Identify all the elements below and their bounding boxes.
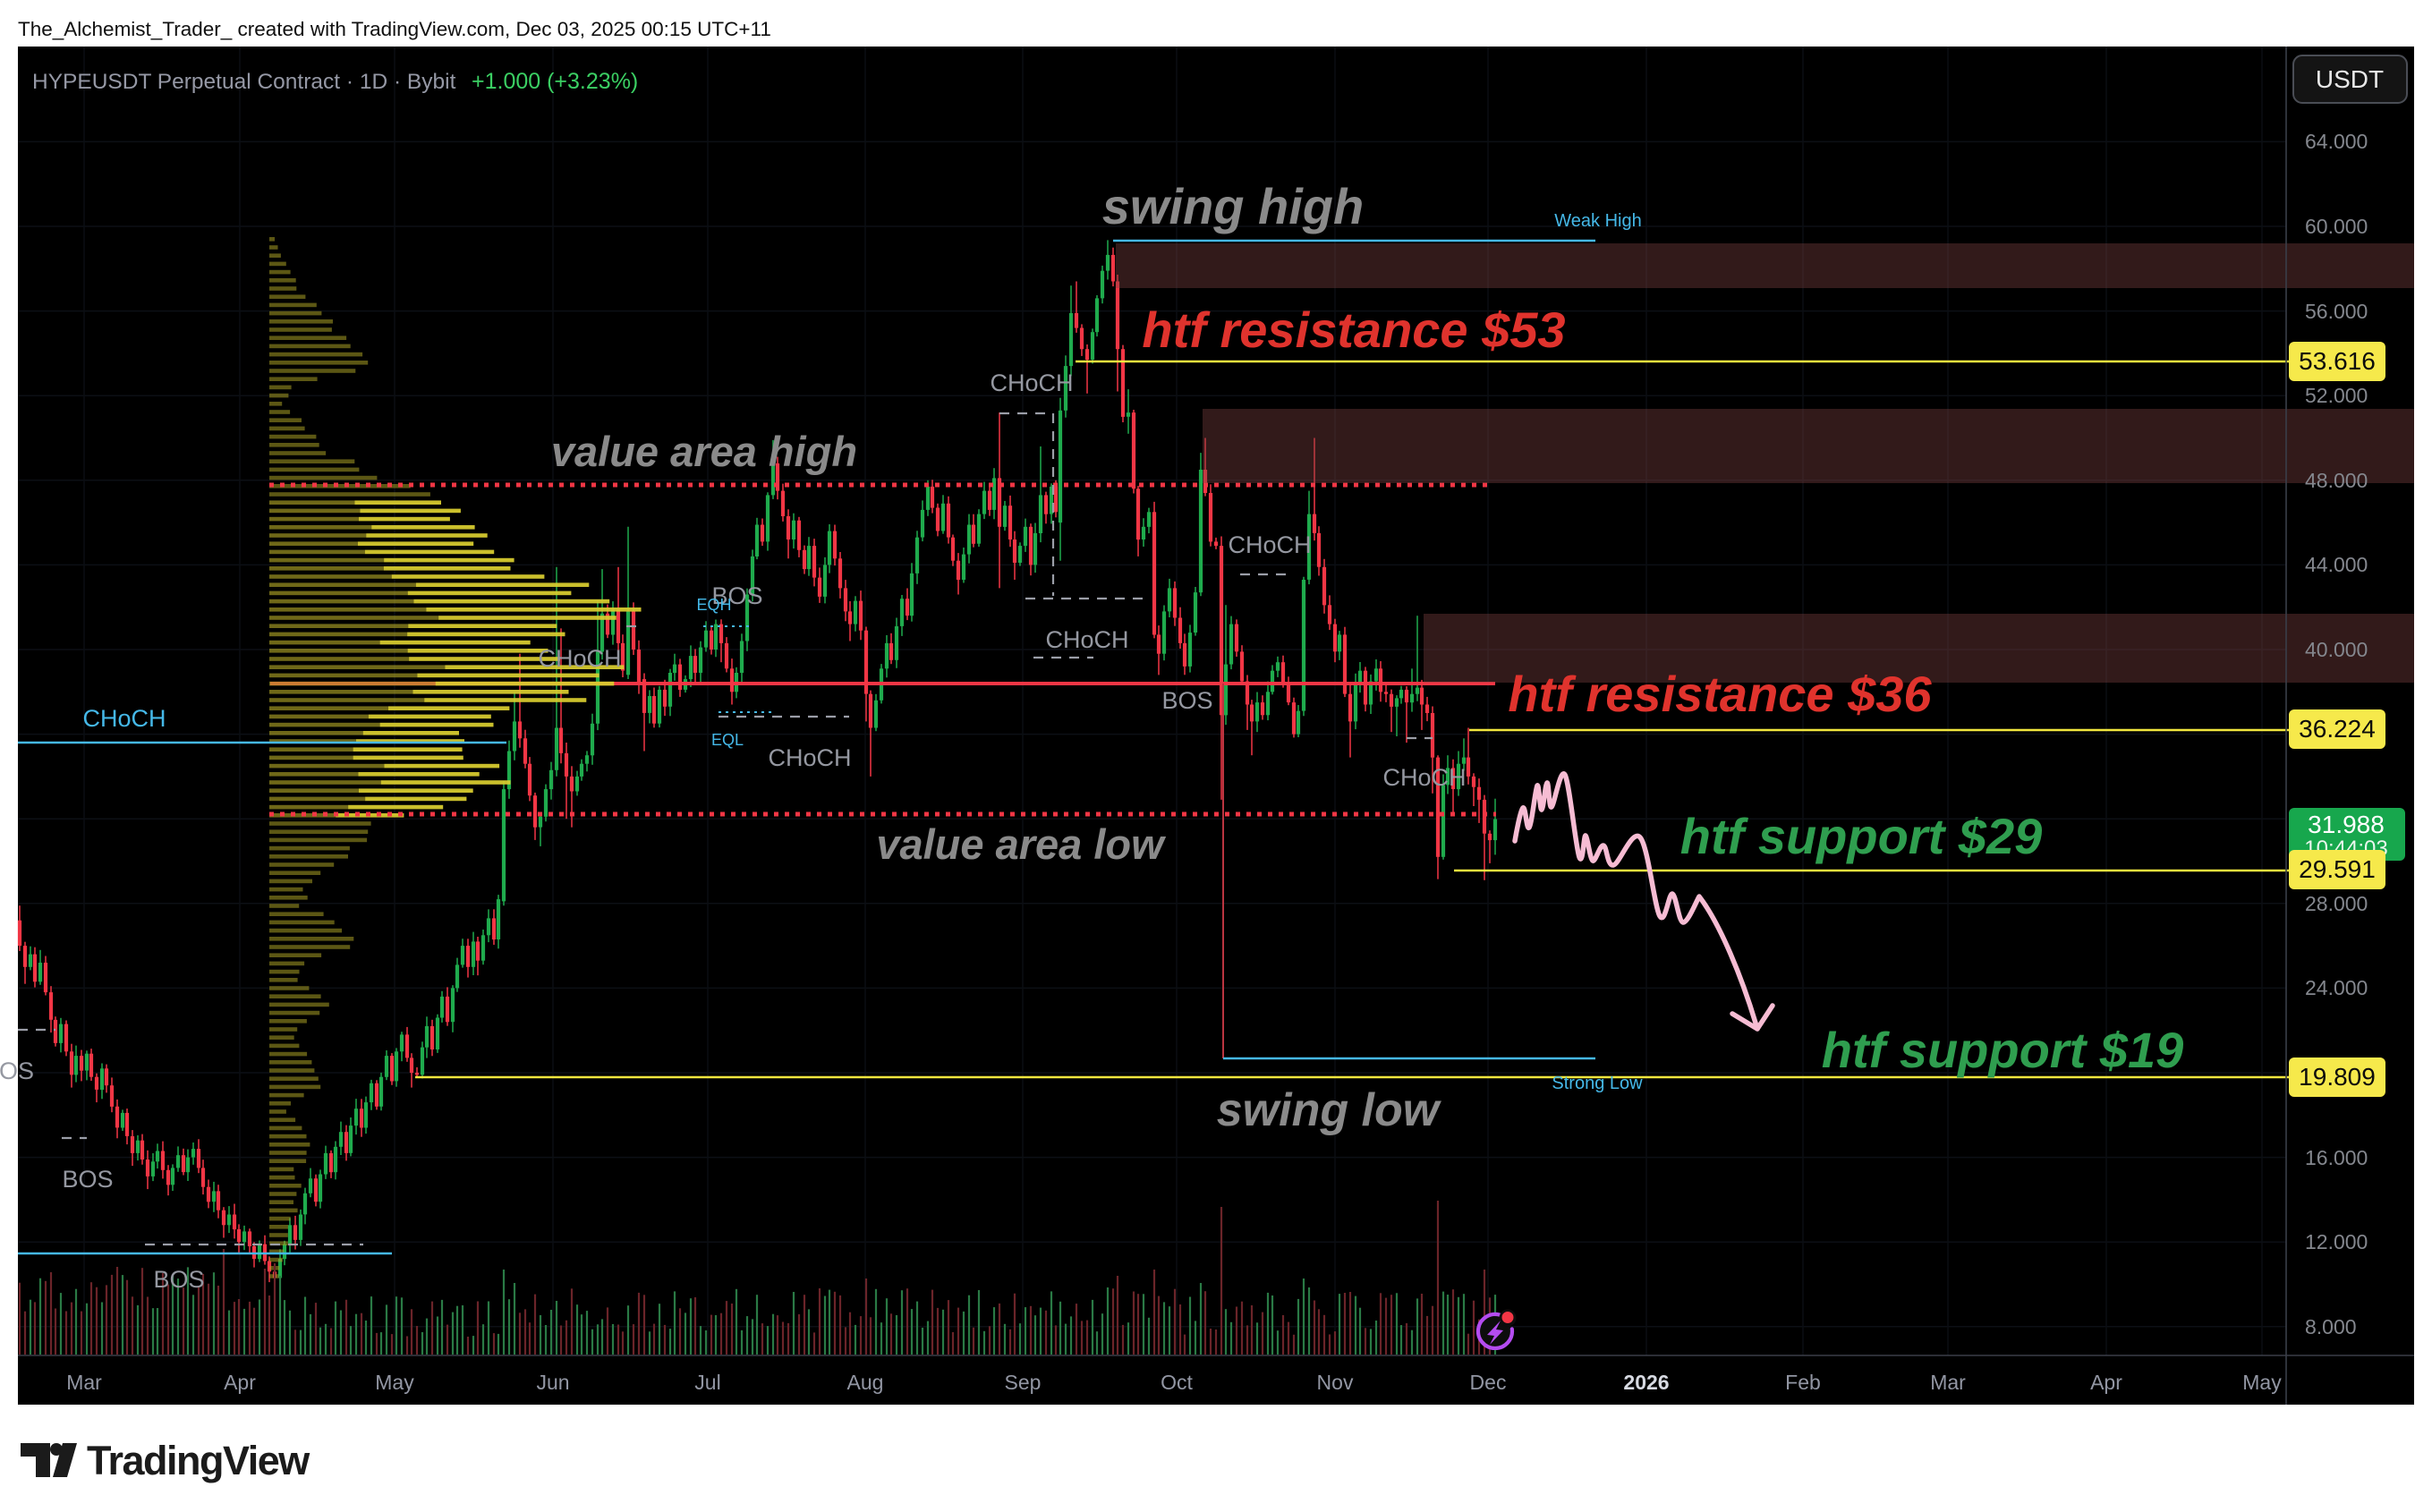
- svg-text:CHoCH: CHoCH: [768, 744, 851, 771]
- svg-text:40.000: 40.000: [2305, 638, 2368, 661]
- svg-text:Oct: Oct: [1161, 1371, 1193, 1394]
- svg-text:swing high: swing high: [1102, 178, 1364, 234]
- svg-text:53.616: 53.616: [2299, 347, 2376, 375]
- svg-text:Sep: Sep: [1005, 1371, 1042, 1394]
- svg-text:28.000: 28.000: [2305, 892, 2368, 915]
- svg-text:swing low: swing low: [1217, 1084, 1442, 1136]
- svg-text:44.000: 44.000: [2305, 553, 2368, 576]
- svg-text:8.000: 8.000: [2305, 1315, 2357, 1338]
- svg-text:Weak High: Weak High: [1554, 211, 1641, 231]
- svg-text:64.000: 64.000: [2305, 130, 2368, 153]
- svg-text:htf support $19: htf support $19: [1822, 1022, 2183, 1078]
- svg-text:USDT: USDT: [2316, 65, 2384, 93]
- svg-text:24.000: 24.000: [2305, 976, 2368, 999]
- svg-text:Jun: Jun: [536, 1371, 569, 1394]
- svg-text:TradingView: TradingView: [87, 1438, 310, 1483]
- svg-text:Strong Low: Strong Low: [1552, 1074, 1643, 1093]
- svg-text:16.000: 16.000: [2305, 1146, 2368, 1169]
- svg-text:52.000: 52.000: [2305, 384, 2368, 407]
- svg-text:EQH: EQH: [696, 596, 731, 614]
- svg-text:Jul: Jul: [694, 1371, 720, 1394]
- svg-text:2026: 2026: [1623, 1371, 1669, 1394]
- svg-text:12.000: 12.000: [2305, 1230, 2368, 1253]
- svg-text:56.000: 56.000: [2305, 300, 2368, 323]
- svg-text:CHoCH: CHoCH: [1382, 764, 1466, 791]
- svg-text:May: May: [375, 1371, 414, 1394]
- svg-text:The_Alchemist_Trader_ created: The_Alchemist_Trader_ created with Tradi…: [18, 18, 771, 40]
- svg-text:Mar: Mar: [66, 1371, 102, 1394]
- svg-text:htf support $29: htf support $29: [1680, 808, 2042, 864]
- svg-text:value area high: value area high: [551, 428, 857, 475]
- svg-text:36.224: 36.224: [2299, 715, 2376, 743]
- svg-text:31.988: 31.988: [2308, 811, 2385, 838]
- svg-text:htf resistance $36: htf resistance $36: [1508, 666, 1932, 722]
- svg-text:29.591: 29.591: [2299, 855, 2376, 883]
- svg-text:60.000: 60.000: [2305, 215, 2368, 238]
- svg-text:CHoCH: CHoCH: [990, 370, 1073, 396]
- svg-text:+1.000 (+3.23%): +1.000 (+3.23%): [472, 69, 638, 94]
- svg-text:Dec: Dec: [1470, 1371, 1507, 1394]
- svg-text:May: May: [2242, 1371, 2282, 1394]
- svg-text:Feb: Feb: [1785, 1371, 1821, 1394]
- svg-text:EQL: EQL: [711, 731, 744, 749]
- svg-text:CHoCH: CHoCH: [1045, 626, 1128, 653]
- svg-text:HYPEUSDT Perpetual Contract ·: HYPEUSDT Perpetual Contract · 1D · Bybit: [32, 70, 456, 94]
- svg-text:CHoCH: CHoCH: [538, 645, 621, 672]
- svg-text:CHoCH: CHoCH: [82, 705, 166, 732]
- svg-text:Nov: Nov: [1317, 1371, 1354, 1394]
- svg-text:value area low: value area low: [876, 820, 1167, 868]
- svg-text:CHoCH: CHoCH: [1228, 531, 1311, 558]
- svg-text:Apr: Apr: [224, 1371, 256, 1394]
- svg-text:19.809: 19.809: [2299, 1063, 2376, 1091]
- svg-text:Apr: Apr: [2090, 1371, 2122, 1394]
- svg-text:BOS: BOS: [62, 1166, 113, 1193]
- svg-text:BOS: BOS: [711, 582, 762, 609]
- svg-text:htf resistance $53: htf resistance $53: [1142, 302, 1565, 358]
- svg-text:BOS: BOS: [1161, 687, 1212, 714]
- svg-text:48.000: 48.000: [2305, 469, 2368, 492]
- svg-text:BOS: BOS: [153, 1266, 204, 1293]
- svg-text:Mar: Mar: [1930, 1371, 1966, 1394]
- svg-text:Aug: Aug: [847, 1371, 884, 1394]
- svg-text:BOS: BOS: [0, 1058, 34, 1084]
